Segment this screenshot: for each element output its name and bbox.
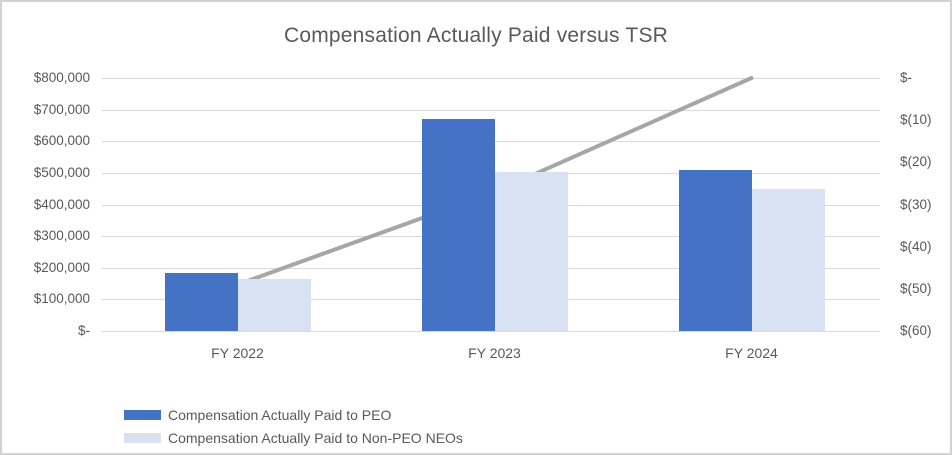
- left-axis-tick: $-: [77, 323, 90, 338]
- right-axis-tick: $(60): [900, 323, 932, 338]
- right-axis-tick: $(20): [900, 154, 932, 170]
- left-axis-tick: $700,000: [33, 101, 90, 117]
- bar-non-peo-neos-fy-2023: [494, 172, 568, 331]
- right-axis-tick: $-: [900, 70, 913, 85]
- left-axis: $800,000 $700,000 $600,000 $500,000 $400,000…: [2, 70, 90, 338]
- legend-swatch-non-peo-neos: [124, 432, 161, 443]
- plot-area: [109, 76, 880, 331]
- x-axis-baseline: [102, 331, 880, 332]
- right-axis-tick: $(50): [900, 280, 932, 296]
- right-axis-tick: $(40): [900, 238, 932, 254]
- legend-swatch-peo: [124, 409, 161, 420]
- legend-item-peo: Compensation Actually Paid to PEO: [124, 403, 463, 426]
- left-axis-tick: $600,000: [33, 133, 90, 149]
- bar-peo-fy-2022: [164, 273, 238, 331]
- left-axis-tick: $300,000: [33, 228, 90, 244]
- left-axis-tick: $500,000: [33, 164, 90, 180]
- left-axis-tick: $200,000: [33, 259, 90, 275]
- legend-label-peo: Compensation Actually Paid to PEO: [168, 406, 392, 423]
- left-axis-tick: $800,000: [33, 70, 90, 85]
- x-axis: FY 2022 FY 2023 FY 2024: [109, 345, 880, 365]
- chart-title: Compensation Actually Paid versus TSR: [283, 24, 669, 47]
- right-axis-tick: $(10): [900, 112, 932, 128]
- x-axis-label-fy-2022: FY 2022: [211, 345, 264, 361]
- legend-label-non-peo-neos: Compensation Actually Paid to Non-PEO NE…: [168, 429, 463, 446]
- left-axis-tick: $100,000: [33, 291, 90, 307]
- legend-item-non-peo-neos: Compensation Actually Paid to Non-PEO NE…: [124, 426, 463, 449]
- x-axis-label-fy-2023: FY 2023: [468, 345, 521, 361]
- x-axis-label-fy-2024: FY 2024: [725, 345, 778, 361]
- bar-non-peo-neos-fy-2022: [237, 278, 311, 331]
- bar-non-peo-neos-fy-2024: [751, 188, 825, 331]
- bar-peo-fy-2023: [421, 119, 495, 331]
- right-axis: $- $(10) $(20) $(30) $(40) $(50) $(60): [900, 70, 950, 338]
- left-axis-tick: $400,000: [33, 196, 90, 212]
- bar-peo-fy-2024: [678, 169, 752, 331]
- legend: Compensation Actually Paid to PEO Compens…: [124, 403, 463, 449]
- right-axis-tick: $(30): [900, 196, 932, 212]
